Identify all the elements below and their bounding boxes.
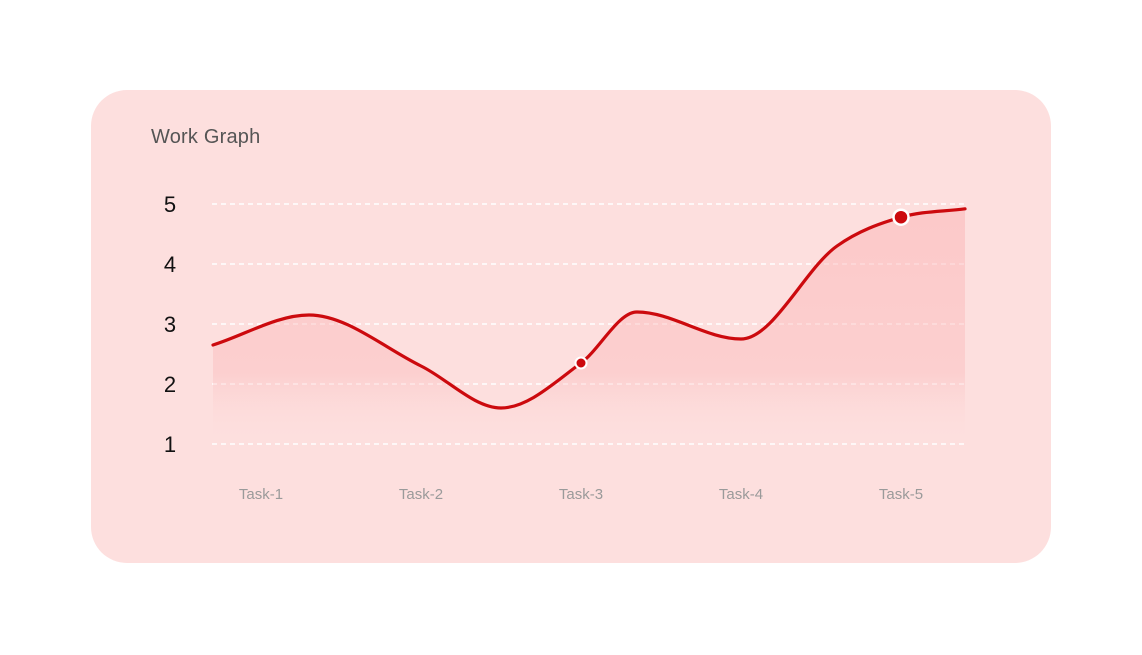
- area-fill: [213, 208, 965, 444]
- x-tick-label: Task-2: [399, 486, 443, 503]
- y-tick-label: 1: [164, 432, 176, 457]
- y-tick-label: 4: [164, 252, 176, 277]
- highlight-point-2[interactable]: [892, 208, 910, 226]
- y-tick-label: 2: [164, 372, 176, 397]
- data-points: [574, 208, 910, 370]
- x-tick-label: Task-1: [239, 486, 283, 503]
- series-line: [211, 207, 967, 410]
- x-tick-label: Task-4: [719, 486, 763, 503]
- x-tick-label: Task-3: [559, 486, 603, 503]
- y-tick-label: 5: [164, 192, 176, 217]
- x-axis-ticks: Task-1 Task-2 Task-3 Task-4 Task-5: [239, 486, 923, 503]
- chart-title: Work Graph: [151, 126, 261, 148]
- x-tick-label: Task-5: [879, 486, 923, 503]
- y-tick-label: 3: [164, 312, 176, 337]
- y-axis-ticks: 5 4 3 2 1: [164, 192, 176, 457]
- highlight-point-1[interactable]: [574, 356, 588, 370]
